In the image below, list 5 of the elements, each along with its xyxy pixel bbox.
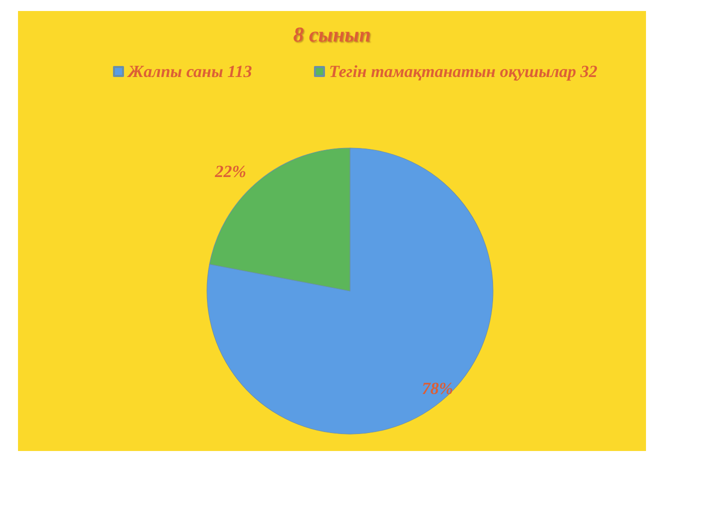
chart-title: 8 сынып	[293, 22, 371, 46]
legend-label: Тегін тамақтанатын оқушылар 32	[328, 62, 598, 81]
data-label: 22%	[214, 162, 246, 182]
data-label: 78%	[422, 378, 454, 398]
legend-label: Жалпы саны 113	[127, 62, 252, 81]
